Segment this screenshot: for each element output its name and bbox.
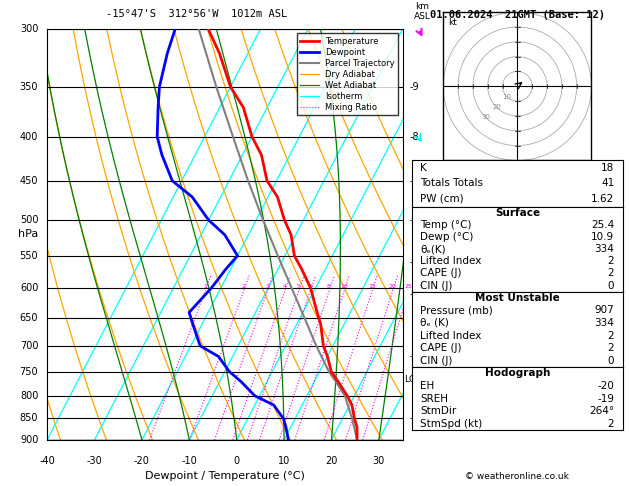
- Text: CIN (J): CIN (J): [420, 356, 453, 365]
- Text: -40: -40: [39, 456, 55, 466]
- Text: 6: 6: [308, 284, 312, 289]
- Text: 3: 3: [265, 284, 269, 289]
- Text: 450: 450: [19, 176, 38, 186]
- Text: SREH: SREH: [420, 394, 448, 403]
- Text: Pressure (mb): Pressure (mb): [420, 305, 493, 315]
- Text: 8: 8: [327, 284, 331, 289]
- Text: 500: 500: [19, 215, 38, 225]
- Text: 30: 30: [482, 114, 491, 121]
- Text: Totals Totals: Totals Totals: [420, 178, 484, 189]
- Text: 30: 30: [373, 456, 385, 466]
- Text: 334: 334: [594, 244, 615, 254]
- Text: 18: 18: [601, 163, 615, 173]
- Text: 20: 20: [325, 456, 338, 466]
- Text: -19: -19: [598, 394, 615, 403]
- Text: -7: -7: [409, 176, 420, 186]
- Text: CIN (J): CIN (J): [420, 280, 453, 291]
- Text: -9: -9: [409, 82, 420, 92]
- Text: 907: 907: [594, 305, 615, 315]
- Text: K: K: [420, 163, 427, 173]
- Text: -5: -5: [409, 258, 420, 267]
- Text: Lifted Index: Lifted Index: [420, 256, 482, 266]
- Text: 20: 20: [492, 104, 501, 110]
- Text: -8: -8: [409, 132, 420, 142]
- Text: 0: 0: [608, 356, 615, 365]
- Text: Surface: Surface: [495, 208, 540, 218]
- Text: km
ASL: km ASL: [414, 1, 430, 21]
- Text: 4: 4: [282, 284, 287, 289]
- Text: Hodograph: Hodograph: [485, 368, 550, 378]
- Text: 650: 650: [19, 313, 38, 323]
- Text: 400: 400: [20, 132, 38, 142]
- Text: -4: -4: [409, 290, 420, 299]
- Text: -30: -30: [87, 456, 103, 466]
- Legend: Temperature, Dewpoint, Parcel Trajectory, Dry Adiabat, Wet Adiabat, Isotherm, Mi: Temperature, Dewpoint, Parcel Trajectory…: [297, 34, 398, 116]
- Text: 0: 0: [608, 280, 615, 291]
- Text: 800: 800: [20, 391, 38, 401]
- Text: 0: 0: [233, 456, 240, 466]
- Text: 2: 2: [242, 284, 245, 289]
- Text: -15°47'S  312°56'W  1012m ASL: -15°47'S 312°56'W 1012m ASL: [106, 9, 287, 19]
- Text: 2: 2: [608, 419, 615, 429]
- Text: 700: 700: [19, 341, 38, 351]
- Text: -2: -2: [409, 414, 420, 423]
- Text: -20: -20: [598, 381, 615, 391]
- Text: Mixing Ratio (g/kg): Mixing Ratio (g/kg): [440, 189, 450, 280]
- Text: 10: 10: [340, 284, 348, 289]
- Text: 300: 300: [20, 24, 38, 34]
- Text: -10: -10: [181, 456, 198, 466]
- Text: 41: 41: [601, 178, 615, 189]
- Text: LCL: LCL: [404, 375, 421, 383]
- Text: -6: -6: [409, 215, 420, 225]
- Text: 900: 900: [20, 435, 38, 445]
- Text: 10: 10: [278, 456, 290, 466]
- Text: θₑ(K): θₑ(K): [420, 244, 446, 254]
- Text: © weatheronline.co.uk: © weatheronline.co.uk: [465, 472, 569, 481]
- Text: 1.62: 1.62: [591, 194, 615, 204]
- Text: Dewp (°C): Dewp (°C): [420, 232, 474, 242]
- Text: 2: 2: [608, 330, 615, 341]
- Text: 350: 350: [19, 82, 38, 92]
- Text: 01.06.2024  21GMT (Base: 12): 01.06.2024 21GMT (Base: 12): [430, 10, 604, 20]
- Text: 550: 550: [19, 251, 38, 260]
- Text: kt: kt: [448, 18, 457, 27]
- Text: 750: 750: [19, 366, 38, 377]
- Text: 334: 334: [594, 318, 615, 328]
- Text: -20: -20: [134, 456, 150, 466]
- Text: PW (cm): PW (cm): [420, 194, 464, 204]
- Text: -3: -3: [409, 351, 420, 362]
- Text: 2: 2: [608, 343, 615, 353]
- Text: hPa: hPa: [18, 229, 38, 240]
- Text: 15: 15: [368, 284, 376, 289]
- Text: Most Unstable: Most Unstable: [475, 293, 560, 303]
- Text: 10: 10: [503, 94, 511, 100]
- Text: EH: EH: [420, 381, 435, 391]
- Text: 20: 20: [389, 284, 396, 289]
- Text: Temp (°C): Temp (°C): [420, 220, 472, 230]
- Text: StmSpd (kt): StmSpd (kt): [420, 419, 482, 429]
- Text: 850: 850: [19, 414, 38, 423]
- Text: Lifted Index: Lifted Index: [420, 330, 482, 341]
- Text: 264°: 264°: [589, 406, 615, 416]
- Text: θₑ (K): θₑ (K): [420, 318, 449, 328]
- Text: CAPE (J): CAPE (J): [420, 343, 462, 353]
- Text: CAPE (J): CAPE (J): [420, 268, 462, 278]
- Text: StmDir: StmDir: [420, 406, 457, 416]
- Text: 600: 600: [20, 283, 38, 293]
- Text: 25.4: 25.4: [591, 220, 615, 230]
- Text: 1: 1: [203, 284, 207, 289]
- Text: 10.9: 10.9: [591, 232, 615, 242]
- Text: 5: 5: [297, 284, 301, 289]
- Text: 2: 2: [608, 268, 615, 278]
- Text: 25: 25: [405, 284, 413, 289]
- Text: Dewpoint / Temperature (°C): Dewpoint / Temperature (°C): [145, 470, 305, 481]
- Text: 2: 2: [608, 256, 615, 266]
